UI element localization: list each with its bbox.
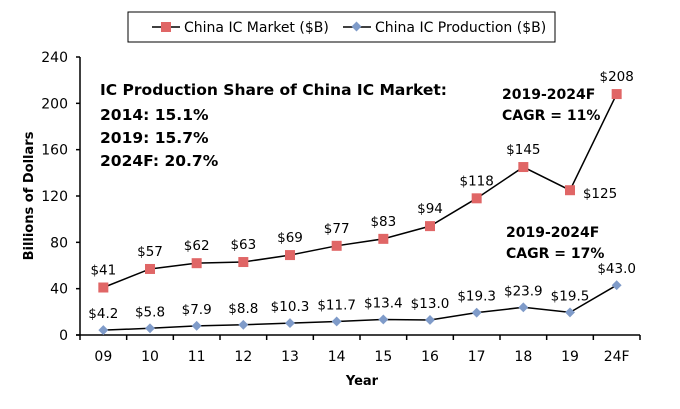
x-tick-label: 17 [468, 349, 486, 365]
market-cagr-annotation: 2019-2024F CAGR = 11% [502, 87, 600, 124]
data-label: $118 [459, 173, 493, 189]
data-point [285, 318, 295, 329]
data-label: $62 [184, 238, 210, 254]
series-layer: $41 $57 $62 $63 $69 $77 $83 $94 $118 $145 $125 $208… [88, 69, 636, 336]
market-cagr-period: 2019-2024F [502, 87, 595, 103]
data-point [518, 162, 529, 173]
y-axis-title: Billions of Dollars [22, 131, 37, 260]
data-label: $77 [324, 221, 350, 237]
x-tick-label: 12 [234, 349, 252, 365]
x-tick-label: 10 [141, 349, 159, 365]
data-label: $13.4 [364, 295, 403, 311]
data-label: $94 [417, 201, 443, 217]
data-label: $23.9 [504, 283, 543, 299]
data-label: $19.3 [457, 289, 496, 305]
data-point [518, 302, 529, 313]
y-tick-label: 240 [41, 50, 68, 66]
data-point [565, 307, 575, 318]
data-point [611, 89, 622, 100]
legend: China IC Market ($B) China IC Production… [127, 11, 556, 43]
x-tick-label: 11 [188, 349, 206, 365]
data-label: $4.2 [88, 306, 118, 322]
x-tick-label: 19 [561, 349, 579, 365]
x-tick-label: 09 [94, 349, 112, 365]
data-point [331, 316, 342, 327]
data-point [98, 325, 109, 336]
data-point [425, 314, 435, 325]
data-point [191, 258, 202, 269]
x-tick-label: 13 [281, 349, 299, 365]
data-point [98, 282, 109, 293]
share-annotation-2014: 2014: 15.1% [100, 106, 209, 124]
data-label: $125 [583, 186, 617, 202]
series-line [103, 284, 618, 331]
y-tick-label: 40 [50, 282, 68, 298]
y-ticks: 0 40 80 120 160 200 240 [41, 50, 80, 344]
data-label: $83 [370, 214, 396, 230]
data-label: $57 [137, 244, 163, 260]
y-tick-label: 80 [50, 235, 68, 251]
y-tick-label: 120 [41, 189, 68, 205]
y-tick-label: 0 [59, 328, 68, 344]
share-annotation-2024f: 2024F: 20.7% [100, 152, 219, 170]
data-label: $10.3 [271, 299, 310, 315]
x-tick-label: 24F [604, 349, 630, 365]
data-label: $69 [277, 230, 303, 246]
data-point [191, 320, 202, 331]
data-label: $7.9 [182, 302, 212, 318]
data-point [565, 185, 575, 196]
y-tick-label: 200 [41, 96, 68, 112]
series-china-ic-market: $41 $57 $62 $63 $69 $77 $83 $94 $118 $145 $125 $208 [90, 69, 634, 293]
production-cagr-value: CAGR = 17% [506, 246, 604, 262]
data-point [238, 257, 249, 268]
data-label: $8.8 [228, 301, 258, 317]
market-cagr-value: CAGR = 11% [502, 108, 600, 124]
legend-market-label: China IC Market ($B) [184, 20, 329, 36]
data-point [378, 314, 389, 325]
x-tick-label: 14 [328, 349, 346, 365]
x-tick-label: 16 [421, 349, 439, 365]
data-label: $208 [599, 69, 633, 85]
legend-market-marker [161, 22, 171, 32]
share-annotation-2019: 2019: 15.7% [100, 129, 209, 147]
share-annotation-title: IC Production Share of China IC Market: [100, 81, 447, 99]
legend-production-label: China IC Production ($B) [375, 20, 546, 36]
data-point [471, 307, 482, 318]
data-point [425, 221, 435, 232]
data-label: $43.0 [597, 261, 636, 277]
production-cagr-period: 2019-2024F [506, 225, 599, 241]
data-label: $63 [230, 237, 256, 253]
legend-box [127, 11, 556, 43]
data-point [238, 319, 249, 330]
data-point [331, 240, 342, 251]
data-point [145, 323, 155, 334]
share-annotation: IC Production Share of China IC Market: … [100, 81, 447, 170]
data-label: $145 [506, 142, 540, 158]
x-tick-label: 18 [514, 349, 532, 365]
production-cagr-annotation: 2019-2024F CAGR = 17% [506, 225, 604, 262]
series-line [103, 93, 618, 289]
data-label: $11.7 [317, 297, 356, 313]
x-axis-title: Year [345, 374, 379, 389]
data-point [378, 233, 389, 244]
data-label: $19.5 [551, 288, 590, 304]
data-point [471, 193, 482, 204]
data-label: $41 [90, 263, 116, 279]
data-label: $5.8 [135, 304, 165, 320]
series-china-ic-production: $4.2 $5.8 $7.9 $8.8 $10.3 $11.7 $13.4 $13.0 $19.… [88, 261, 636, 336]
data-point [285, 250, 295, 261]
data-point [145, 263, 155, 274]
data-label: $13.0 [411, 296, 450, 312]
x-tick-label: 15 [374, 349, 392, 365]
y-tick-label: 160 [41, 143, 68, 159]
data-point [611, 280, 622, 291]
x-ticks: 09 10 11 12 13 14 15 16 17 18 19 24F [79, 335, 641, 365]
